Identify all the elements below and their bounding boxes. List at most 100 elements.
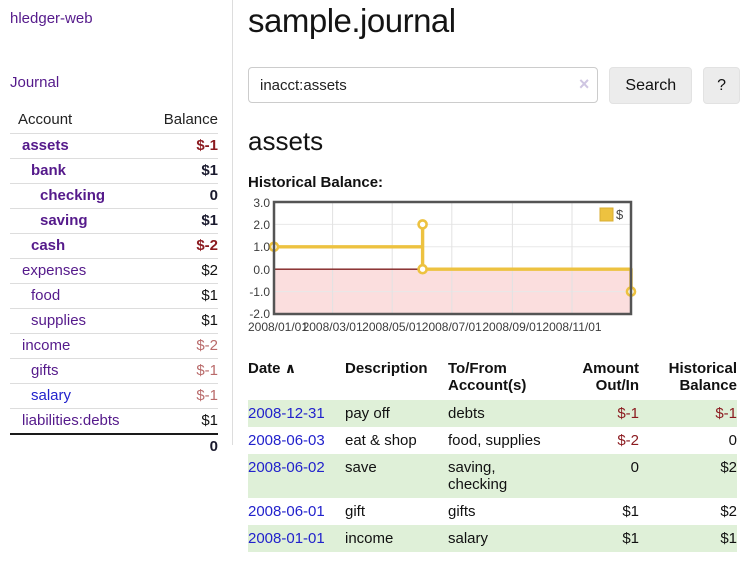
- app-title-link[interactable]: hledger-web: [10, 10, 93, 27]
- account-balance: $-2: [142, 233, 218, 259]
- account-link-gifts[interactable]: gifts: [31, 362, 59, 379]
- transaction-amount: $1: [622, 503, 639, 520]
- account-tree: Account Balance assets $-1 bank $1 checkin…: [10, 107, 218, 459]
- main-content: sample.journal × Search ? assets Histori…: [248, 0, 740, 552]
- transaction-accounts: food, supplies: [448, 432, 541, 449]
- transaction-date-link[interactable]: 2008-06-02: [248, 459, 325, 476]
- transaction-accounts: gifts: [448, 503, 476, 520]
- svg-text:2008/11/01: 2008/11/01: [542, 320, 601, 334]
- date-column-header[interactable]: Date ∧: [248, 360, 297, 377]
- account-balance: $1: [142, 408, 218, 434]
- account-heading: assets: [248, 126, 324, 156]
- account-row: income $-2: [10, 333, 218, 359]
- help-button[interactable]: ?: [703, 67, 740, 104]
- x-gridlines: [332, 202, 573, 314]
- account-link-assets[interactable]: assets: [22, 137, 69, 154]
- svg-text:1.0: 1.0: [253, 240, 270, 254]
- svg-text:-2.0: -2.0: [249, 307, 270, 321]
- account-row: food $1: [10, 283, 218, 309]
- account-balance: 0: [142, 183, 218, 209]
- account-balance: $-1: [142, 133, 218, 159]
- transaction-row[interactable]: 2008-06-01 gift gifts $1 $2: [248, 498, 737, 525]
- account-balance: $-1: [142, 383, 218, 409]
- account-link-cash[interactable]: cash: [31, 237, 66, 254]
- sidebar-item-journal[interactable]: Journal: [10, 74, 60, 91]
- account-row: salary $-1: [10, 383, 218, 409]
- account-balance: $-2: [142, 333, 218, 359]
- account-row: expenses $2: [10, 258, 218, 284]
- account-link-food[interactable]: food: [31, 287, 61, 304]
- transaction-accounts: debts: [448, 405, 485, 422]
- sort-asc-icon: ∧: [284, 360, 297, 376]
- historical-balance-chart[interactable]: $ 3.0 2.0 1.0 0.0 -1.0 -2.0 2008/01/01 2…: [244, 196, 740, 342]
- transaction-balance: $2: [720, 459, 737, 476]
- account-balance: $1: [142, 208, 218, 234]
- account-balance: $-1: [142, 358, 218, 384]
- transaction-date-link[interactable]: 2008-06-01: [248, 503, 325, 520]
- account-row: liabilities:debts $1: [10, 408, 218, 434]
- search-input[interactable]: [248, 67, 599, 103]
- transaction-date-link[interactable]: 2008-06-03: [248, 432, 325, 449]
- svg-text:2.0: 2.0: [253, 218, 270, 232]
- account-link-expenses[interactable]: expenses: [22, 262, 87, 279]
- transaction-balance: $1: [720, 530, 737, 547]
- sidebar: hledger-web Journal Account Balance asse…: [0, 0, 233, 459]
- account-row: supplies $1: [10, 308, 218, 334]
- amount-column-header: Amount Out/In: [582, 360, 639, 394]
- transaction-amount: $1: [622, 530, 639, 547]
- transaction-description: eat & shop: [345, 432, 417, 449]
- account-row: assets $-1: [10, 133, 218, 159]
- account-link-saving[interactable]: saving: [40, 212, 88, 229]
- account-link-checking[interactable]: checking: [40, 187, 106, 204]
- svg-text:2008/05/01: 2008/05/01: [362, 320, 422, 334]
- account-balance: $1: [142, 158, 218, 184]
- transaction-row[interactable]: 2008-06-03 eat & shop food, supplies $-2…: [248, 427, 737, 454]
- x-axis-labels: 2008/01/01 2008/03/01 2008/05/01 2008/07…: [248, 320, 602, 334]
- account-balance: $1: [142, 283, 218, 309]
- account-link-bank[interactable]: bank: [31, 162, 67, 179]
- clear-search-icon[interactable]: ×: [578, 74, 590, 94]
- account-balance: $1: [142, 308, 218, 334]
- legend-swatch: [599, 207, 614, 222]
- transaction-description: pay off: [345, 405, 390, 422]
- transaction-description: income: [345, 530, 394, 547]
- transaction-date-link[interactable]: 2008-01-01: [248, 530, 325, 547]
- accounts-total-row: 0: [10, 433, 218, 459]
- description-column-header: Description: [345, 360, 428, 377]
- account-column-header: Account: [18, 111, 73, 128]
- account-column-header: To/From Account(s): [448, 360, 527, 394]
- transaction-accounts: salary: [448, 530, 489, 547]
- account-link-supplies[interactable]: supplies: [31, 312, 87, 329]
- balance-column-header: Historical Balance: [668, 360, 737, 394]
- data-point-markers: [268, 219, 637, 297]
- svg-text:0.0: 0.0: [253, 263, 270, 277]
- transaction-row[interactable]: 2008-01-01 income salary $1 $1: [248, 525, 737, 552]
- account-link-salary[interactable]: salary: [31, 387, 72, 404]
- account-balance: $2: [142, 258, 218, 284]
- transaction-row[interactable]: 2008-12-31 pay off debts $-1 $-1: [248, 400, 737, 427]
- transaction-amount: 0: [630, 459, 639, 476]
- account-row: cash $-2: [10, 233, 218, 259]
- transaction-row[interactable]: 2008-06-02 save saving, checking 0 $2: [248, 454, 737, 498]
- search-button[interactable]: Search: [609, 67, 693, 104]
- search-form: × Search ?: [248, 67, 740, 104]
- account-link-liabilities-debts[interactable]: liabilities:debts: [22, 412, 120, 429]
- account-row: saving $1: [10, 208, 218, 234]
- account-link-income[interactable]: income: [22, 337, 71, 354]
- account-row: bank $1: [10, 158, 218, 184]
- transaction-description: save: [345, 459, 377, 476]
- chart-title: Historical Balance:: [248, 174, 384, 191]
- page-title: sample.journal: [248, 2, 456, 39]
- transaction-date-link[interactable]: 2008-12-31: [248, 405, 325, 422]
- account-row: gifts $-1: [10, 358, 218, 384]
- accounts-total: 0: [142, 433, 218, 459]
- transaction-balance: $-1: [715, 405, 737, 422]
- legend-label: $: [616, 207, 624, 222]
- plot-border: [272, 200, 633, 316]
- account-row: checking 0: [10, 183, 218, 209]
- svg-text:2008/03/01: 2008/03/01: [303, 320, 363, 334]
- svg-text:3.0: 3.0: [253, 198, 270, 210]
- transaction-amount: $-2: [617, 432, 639, 449]
- balance-column-header: Balance: [163, 111, 218, 128]
- transaction-balance: 0: [728, 432, 737, 449]
